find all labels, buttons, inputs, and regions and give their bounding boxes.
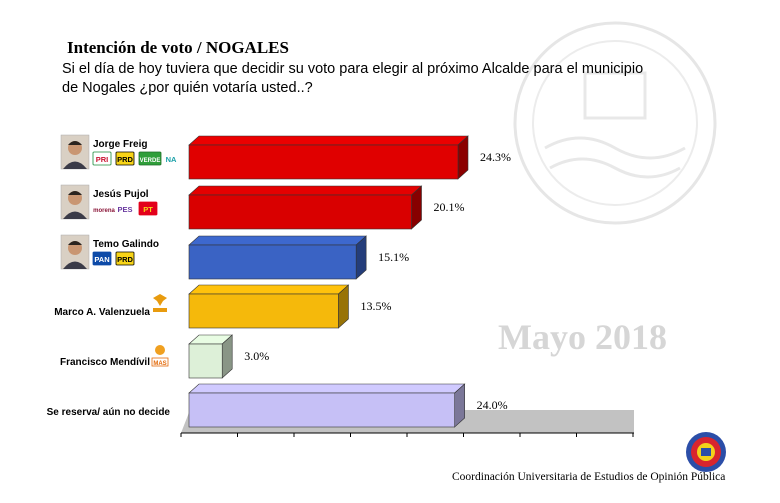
- bar-value-label: 24.0%: [477, 398, 508, 412]
- bar-front-face: [188, 293, 339, 329]
- party-badge-prd-icon: PRD: [115, 151, 135, 166]
- bar-3: [188, 235, 367, 280]
- bar-6: [188, 383, 466, 428]
- category-label: Se reserva/ aún no decide: [47, 407, 171, 418]
- seal-watermark: [513, 21, 717, 225]
- candidate-name-label: Marco A. Valenzuela: [54, 307, 150, 318]
- svg-text:PRI: PRI: [96, 155, 109, 164]
- candidate-name-label: Jorge Freig: [93, 139, 147, 150]
- bar-top-face: [188, 284, 350, 295]
- svg-text:VERDE: VERDE: [140, 158, 161, 164]
- party-badge-na-icon: NA: [161, 151, 181, 166]
- candidate-photo-icon: [60, 234, 90, 270]
- bar-value-label: 24.3%: [480, 150, 511, 164]
- party-badge-mas-icon: MAS: [151, 345, 169, 367]
- party-badge-pt-icon: PT: [138, 201, 158, 216]
- svg-text:morena: morena: [93, 208, 115, 214]
- party-badge-pri-icon: PRI: [92, 151, 112, 166]
- bar-front-face: [188, 144, 459, 180]
- svg-text:NA: NA: [166, 155, 177, 164]
- bar-front-face: [188, 194, 412, 230]
- bar-5: [188, 334, 233, 379]
- bar-value-label: 13.5%: [360, 299, 391, 313]
- bar-top-face: [188, 185, 423, 196]
- bar-top-face: [188, 235, 367, 246]
- bar-1: [188, 135, 469, 180]
- footer-credit: Coordinación Universitaria de Estudios d…: [452, 471, 726, 483]
- bar-4: [188, 284, 350, 329]
- svg-text:PRD: PRD: [117, 255, 133, 264]
- survey-question: Si el día de hoy tuviera que decidir su …: [62, 61, 644, 96]
- candidate-name-label: Jesús Pujol: [93, 189, 149, 200]
- bar-value-label: 20.1%: [434, 200, 465, 214]
- bar-front-face: [188, 244, 357, 280]
- svg-text:PES: PES: [117, 205, 132, 214]
- candidate-photo-icon: [60, 134, 90, 170]
- university-logo-icon: [686, 432, 726, 472]
- party-badge-morena-icon: morena: [92, 201, 115, 216]
- svg-text:PAN: PAN: [94, 255, 109, 264]
- bar-2: [188, 185, 423, 230]
- svg-text:PRD: PRD: [117, 155, 133, 164]
- party-badge-pes-icon: PES: [115, 201, 135, 216]
- bar-value-label: 15.1%: [378, 250, 409, 264]
- bar-top-face: [188, 383, 466, 394]
- candidate-name-label: Temo Galindo: [93, 239, 159, 250]
- bar-front-face: [188, 343, 223, 379]
- svg-text:PT: PT: [143, 205, 153, 214]
- svg-text:MAS: MAS: [153, 361, 166, 367]
- chart-title: Intención de voto / NOGALES: [67, 38, 289, 57]
- date-watermark: Mayo 2018: [498, 317, 667, 357]
- party-badge-pan-e-icon: [153, 294, 167, 312]
- party-badge-verde-icon: VERDE: [138, 151, 162, 166]
- bar-top-face: [188, 135, 469, 146]
- party-badge-prd-icon: PRD: [115, 251, 135, 266]
- party-badge-pan-icon: PAN: [92, 251, 112, 266]
- bar-value-label: 3.0%: [244, 349, 269, 363]
- candidate-name-label: Francisco Mendívil: [60, 357, 150, 368]
- candidate-photo-icon: [60, 184, 90, 220]
- bar-front-face: [188, 392, 455, 428]
